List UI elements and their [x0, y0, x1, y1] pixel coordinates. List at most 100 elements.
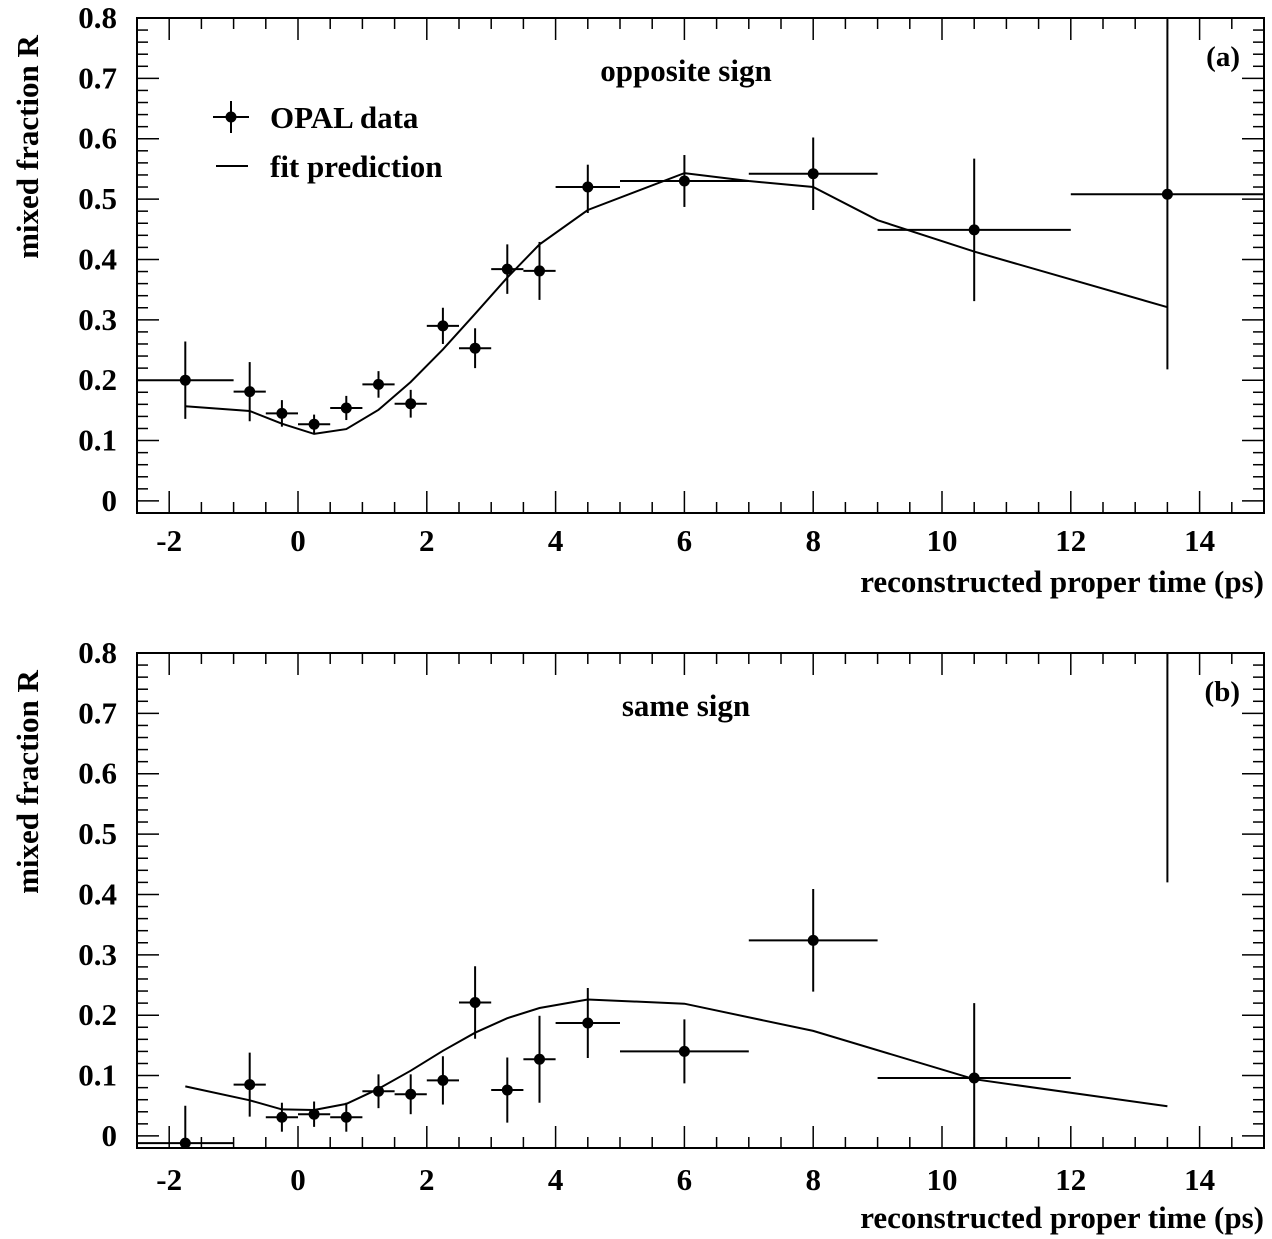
- data-point: [877, 158, 1071, 302]
- data-point: [1162, 527, 1173, 883]
- plot-frame: [136, 652, 1265, 1149]
- data-point: [330, 395, 363, 421]
- data-point: [877, 1003, 1071, 1148]
- data-point: [265, 400, 298, 427]
- x-tick-label: 14: [1184, 523, 1215, 558]
- data-point: [748, 137, 878, 210]
- data-point: [137, 341, 234, 419]
- data-point: [620, 155, 749, 207]
- data-marker: [1161, 188, 1173, 200]
- x-tick-label: 6: [677, 1162, 693, 1197]
- data-marker: [582, 181, 594, 193]
- data-point: [426, 307, 459, 344]
- x-tick-label: 12: [1055, 523, 1086, 558]
- x-tick-label: -2: [156, 1162, 182, 1197]
- data-marker: [373, 1085, 384, 1097]
- x-axis-title: reconstructed proper time (ps): [860, 1200, 1264, 1235]
- data-point: [620, 1019, 749, 1084]
- data-marker: [534, 265, 545, 277]
- x-tick-label: 2: [419, 1162, 435, 1197]
- data-point: [394, 389, 427, 418]
- data-marker: [807, 168, 819, 180]
- data-marker: [437, 320, 449, 332]
- data-point: [137, 1105, 234, 1148]
- fit-prediction-line: [185, 172, 1168, 435]
- panel-a-opposite-sign: -2 0 2 4 6 8 10 12 14 0 0.1 0.2 0.3 0.4 0.5 0.6 0.7 0.8 re…: [10, 0, 1265, 599]
- y-tick-label: 0.6: [78, 756, 117, 791]
- y-tick-label: 0.4: [78, 876, 117, 911]
- data-marker: [405, 1088, 417, 1100]
- legend-data-label: OPAL data: [270, 100, 419, 135]
- legend-data-marker: [225, 111, 237, 123]
- data-marker: [582, 1017, 594, 1029]
- data-point: [394, 1074, 427, 1115]
- legend: OPAL data fit prediction: [213, 100, 443, 184]
- x-axis-title: reconstructed proper time (ps): [860, 564, 1264, 599]
- x-tick-label: 14: [1184, 1162, 1215, 1197]
- data-point: [491, 244, 524, 294]
- y-tick-label: 0.7: [78, 60, 117, 95]
- plot-frame: [136, 17, 1265, 514]
- y-tick-label: 0.8: [78, 635, 117, 670]
- y-tick-label: 0.1: [78, 423, 117, 458]
- data-point: [330, 1102, 363, 1132]
- data-marker: [1162, 527, 1173, 538]
- y-tick-label: 0.7: [78, 695, 117, 730]
- data-point: [555, 988, 620, 1059]
- y-tick-label: 0: [102, 1118, 118, 1153]
- data-marker: [276, 1111, 288, 1123]
- panel-title: opposite sign: [600, 53, 771, 88]
- data-point: [459, 966, 492, 1039]
- panel-label: (a): [1206, 41, 1240, 73]
- x-tick-label: 10: [927, 523, 958, 558]
- x-tick-label: 0: [290, 1162, 306, 1197]
- data-point: [523, 1015, 556, 1103]
- data-point: [362, 371, 395, 398]
- data-point: [265, 1102, 298, 1132]
- data-marker: [276, 407, 288, 419]
- legend-fit-label: fit prediction: [270, 149, 443, 184]
- y-tick-label: 0.2: [78, 362, 117, 397]
- data-point: [426, 1056, 459, 1105]
- y-tick-label: 0.2: [78, 997, 117, 1032]
- panel-b-same-sign: -2 0 2 4 6 8 10 12 14 0 0.1 0.2 0.3 0.4 0.5 0.6 0.7 0.8 re…: [10, 527, 1265, 1235]
- data-marker: [405, 398, 417, 410]
- data-marker: [308, 418, 320, 430]
- x-tick-label: 10: [927, 1162, 958, 1197]
- data-point: [298, 1101, 331, 1127]
- data-marker: [244, 386, 256, 398]
- y-tick-label: 0.3: [78, 302, 117, 337]
- x-tick-label: 4: [548, 523, 564, 558]
- data-point: [491, 1057, 524, 1123]
- x-tick-label: -2: [156, 523, 182, 558]
- data-marker: [968, 1072, 980, 1084]
- y-tick-label: 0.4: [78, 241, 117, 276]
- y-tick-label: 0.1: [78, 1058, 117, 1093]
- data-point: [523, 241, 556, 300]
- y-tick-label: 0.5: [78, 816, 117, 851]
- data-marker: [534, 1053, 545, 1065]
- data-point: [748, 889, 878, 992]
- y-tick-label: 0.6: [78, 121, 117, 156]
- data-point: [233, 1052, 266, 1117]
- y-axis-title: mixed fraction R: [10, 34, 45, 258]
- y-tick-label: 0: [102, 483, 118, 518]
- y-axis-title: mixed fraction R: [10, 669, 45, 893]
- fit-prediction-line: [185, 998, 1168, 1112]
- x-tick-label: 4: [548, 1162, 564, 1197]
- data-marker: [968, 224, 980, 236]
- data-marker: [501, 263, 513, 275]
- data-marker: [340, 1111, 352, 1123]
- data-point: [459, 328, 492, 369]
- x-tick-label: 8: [805, 1162, 821, 1197]
- data-point: [555, 164, 620, 213]
- y-tick-label: 0.8: [78, 0, 117, 35]
- y-tick-label: 0.3: [78, 937, 117, 972]
- data-marker: [437, 1074, 449, 1086]
- data-marker: [678, 175, 690, 187]
- x-tick-label: 0: [290, 523, 306, 558]
- data-marker: [179, 374, 191, 386]
- x-tick-label: 8: [805, 523, 821, 558]
- data-marker: [469, 997, 481, 1009]
